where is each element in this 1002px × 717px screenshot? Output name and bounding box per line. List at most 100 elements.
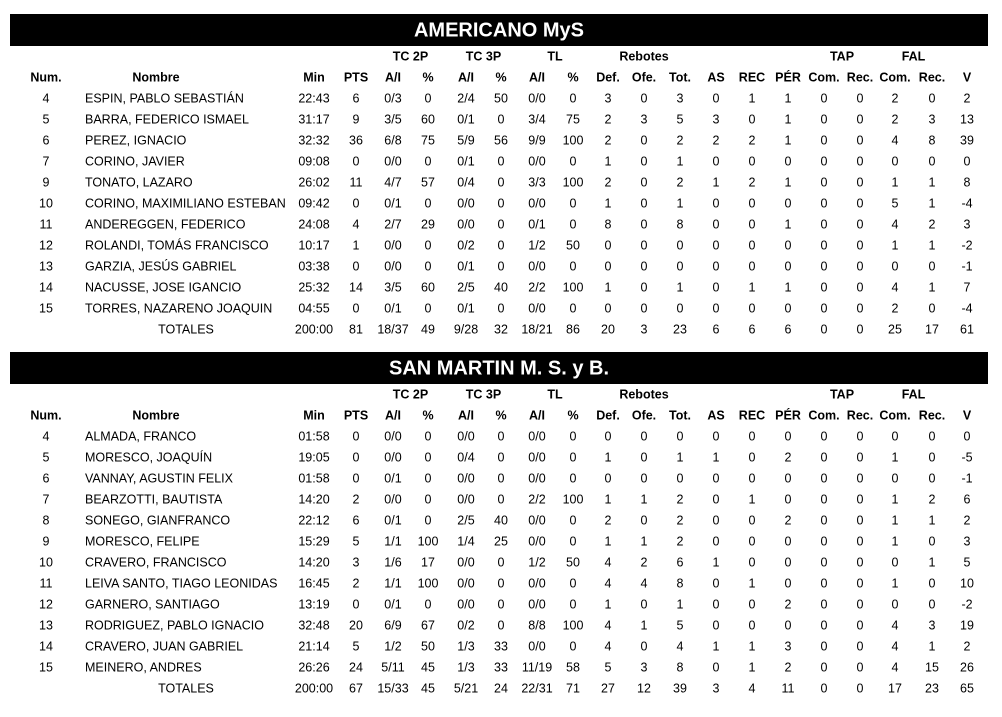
stat-cell: 0 <box>929 429 936 443</box>
column-header: AS <box>707 408 724 422</box>
stat-cell: 3 <box>641 112 648 126</box>
stat-cell: 0 <box>749 471 756 485</box>
stat-cell: 10 <box>960 576 974 590</box>
stat-cell: 2 <box>353 492 360 506</box>
stat-cell: 9 <box>43 534 50 548</box>
column-header: Tot. <box>669 408 691 422</box>
stat-cell: -4 <box>961 301 972 315</box>
stat-cell: 0 <box>821 450 828 464</box>
team-title-bar <box>10 352 988 384</box>
stat-cell: 0 <box>498 618 505 632</box>
stat-cell: 0 <box>353 597 360 611</box>
column-header: Min <box>303 70 325 84</box>
stat-cell: 75 <box>566 112 580 126</box>
totals-cell: 61 <box>960 322 974 336</box>
column-header: Rec. <box>919 408 945 422</box>
stat-cell: 0 <box>857 492 864 506</box>
group-header: TC 3P <box>466 49 501 63</box>
stat-cell: 0 <box>353 429 360 443</box>
stat-cell: 0 <box>857 450 864 464</box>
player-name: CRAVERO, JUAN GABRIEL <box>85 639 243 653</box>
stat-cell: 8 <box>964 175 971 189</box>
stat-cell: 0 <box>641 429 648 443</box>
stat-cell: 8 <box>677 217 684 231</box>
totals-cell: 22/31 <box>521 681 552 695</box>
stat-cell: 26:02 <box>298 175 329 189</box>
column-header: V <box>963 70 972 84</box>
stat-cell: 0 <box>964 429 971 443</box>
stat-cell: 0 <box>821 618 828 632</box>
stat-cell: 100 <box>418 534 439 548</box>
stat-cell: 4 <box>892 660 899 674</box>
player-name: CORINO, JAVIER <box>85 154 185 168</box>
stat-cell: 5/11 <box>381 660 404 674</box>
stat-cell: 1 <box>892 175 899 189</box>
column-header: % <box>567 70 578 84</box>
stat-cell: 50 <box>566 238 580 252</box>
totals-cell: 9/28 <box>454 322 478 336</box>
stat-cell: 2 <box>713 133 720 147</box>
stat-cell: 0 <box>821 429 828 443</box>
stat-cell: 0 <box>570 217 577 231</box>
stat-cell: 1 <box>929 513 936 527</box>
stat-cell: 2 <box>749 133 756 147</box>
stat-cell: 1/1 <box>384 576 401 590</box>
stat-cell: 0 <box>498 597 505 611</box>
stat-cell: 0 <box>605 301 612 315</box>
stat-cell: 0 <box>857 217 864 231</box>
group-header: FAL <box>902 387 926 401</box>
stat-cell: 100 <box>563 618 584 632</box>
stat-cell: 1 <box>892 238 899 252</box>
stat-cell: 1 <box>929 196 936 210</box>
stat-cell: 13 <box>39 259 53 273</box>
column-header: Ofe. <box>632 70 656 84</box>
stat-cell: 0 <box>353 259 360 273</box>
stat-cell: 1/4 <box>457 534 474 548</box>
totals-cell: 200:00 <box>295 681 333 695</box>
column-header: A/I <box>385 408 401 422</box>
stat-cell: 3 <box>605 91 612 105</box>
stat-cell: 2 <box>785 450 792 464</box>
group-header: Rebotes <box>619 49 668 63</box>
stat-cell: 0 <box>713 196 720 210</box>
totals-cell: 45 <box>421 681 435 695</box>
stat-cell: 0/0 <box>384 492 401 506</box>
stat-cell: 9 <box>43 175 50 189</box>
stat-cell: 15:29 <box>298 534 329 548</box>
stat-cell: 0 <box>785 618 792 632</box>
stat-cell: 0 <box>892 555 899 569</box>
stat-cell: 22:43 <box>298 91 329 105</box>
stat-cell: 2/4 <box>457 91 474 105</box>
stat-cell: 0 <box>749 597 756 611</box>
stat-cell: 25 <box>494 534 508 548</box>
stat-cell: 0/3 <box>384 91 401 105</box>
stat-cell: 11 <box>350 175 363 189</box>
stat-cell: 1/3 <box>457 639 474 653</box>
stat-cell: 0 <box>929 576 936 590</box>
column-header: Rec. <box>847 70 873 84</box>
stat-cell: 2/2 <box>528 280 545 294</box>
stat-cell: 8 <box>43 513 50 527</box>
stat-cell: 0/1 <box>384 196 401 210</box>
stat-cell: 14:20 <box>298 492 329 506</box>
stat-cell: 0/1 <box>457 112 474 126</box>
stat-cell: 100 <box>563 133 584 147</box>
stat-cell: 0 <box>821 660 828 674</box>
player-name: PEREZ, IGNACIO <box>85 133 187 147</box>
stat-cell: 1/2 <box>528 238 545 252</box>
stat-cell: 0 <box>713 660 720 674</box>
stat-cell: 1 <box>785 217 792 231</box>
stat-cell: 14:20 <box>298 555 329 569</box>
stat-cell: 0 <box>857 639 864 653</box>
stat-cell: 4 <box>353 217 360 231</box>
stat-cell: 0 <box>821 259 828 273</box>
player-name: GARZIA, JESÚS GABRIEL <box>85 258 236 273</box>
totals-cell: 0 <box>821 322 828 336</box>
stat-cell: 0 <box>821 238 828 252</box>
stat-cell: 0 <box>425 513 432 527</box>
column-header: % <box>495 408 506 422</box>
totals-cell: 5/21 <box>454 681 478 695</box>
stat-cell: 13 <box>39 618 53 632</box>
stat-cell: -2 <box>961 238 972 252</box>
